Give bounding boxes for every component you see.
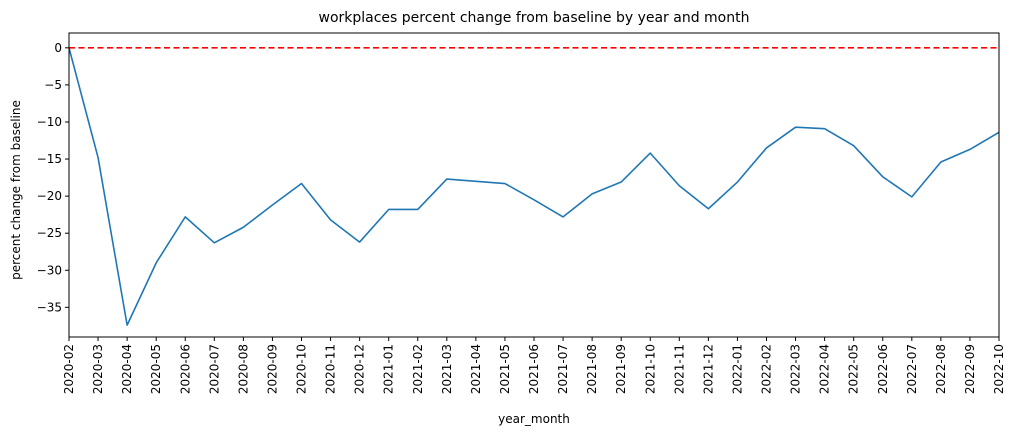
y-tick-label: −25 bbox=[37, 226, 62, 240]
x-tick-label: 2020-04 bbox=[120, 344, 134, 394]
chart-title: workplaces percent change from baseline … bbox=[319, 10, 750, 26]
y-tick-label: −20 bbox=[37, 189, 62, 203]
x-tick-label: 2022-01 bbox=[730, 344, 744, 394]
y-axis-label: percent change from baseline bbox=[9, 100, 23, 280]
x-tick-label: 2020-02 bbox=[62, 344, 76, 394]
x-tick-label: 2020-11 bbox=[324, 344, 338, 394]
x-tick-label: 2021-03 bbox=[440, 344, 454, 394]
axes: 0 −5 −10 −15 −20 −25 −30 −35 2020-02 2020-03 2020-… bbox=[37, 32, 1006, 394]
x-tick-label: 2021-04 bbox=[469, 344, 483, 394]
x-tick-label: 2022-10 bbox=[992, 344, 1006, 394]
x-tick-label: 2021-08 bbox=[585, 344, 599, 394]
y-tick-label: −15 bbox=[37, 152, 62, 166]
x-tick-label: 2022-03 bbox=[789, 344, 803, 394]
x-tick-label: 2020-08 bbox=[236, 344, 250, 394]
plot-frame bbox=[68, 32, 1000, 338]
x-tick-label: 2022-07 bbox=[905, 344, 919, 394]
x-tick-label: 2022-02 bbox=[760, 344, 774, 394]
x-tick-label: 2021-11 bbox=[672, 344, 686, 394]
x-tick-label: 2020-07 bbox=[207, 344, 221, 394]
y-tick-label: −30 bbox=[37, 263, 62, 277]
x-axis-label: year_month bbox=[498, 412, 570, 426]
x-tick-label: 2021-06 bbox=[527, 344, 541, 394]
x-tick-label: 2022-09 bbox=[963, 344, 977, 394]
x-tick-label: 2022-04 bbox=[818, 344, 832, 394]
x-tick-label: 2020-05 bbox=[149, 344, 163, 394]
plot-area bbox=[69, 47, 999, 326]
x-tick-label: 2020-12 bbox=[353, 344, 367, 394]
plot-content bbox=[69, 47, 999, 326]
x-tick-label: 2021-02 bbox=[411, 344, 425, 394]
x-tick-label: 2020-10 bbox=[295, 344, 309, 394]
x-tick-label: 2021-01 bbox=[382, 344, 396, 394]
x-tick-label: 2020-09 bbox=[265, 344, 279, 394]
y-tick-label: −5 bbox=[44, 78, 62, 92]
x-tick-label: 2022-06 bbox=[876, 344, 890, 394]
x-tick-label: 2020-03 bbox=[91, 344, 105, 394]
x-tick-label: 2022-08 bbox=[934, 344, 948, 394]
y-tick-label: 0 bbox=[54, 41, 62, 55]
x-tick-label: 2020-06 bbox=[178, 344, 192, 394]
series-line-0 bbox=[69, 47, 999, 326]
x-tick-label: 2022-05 bbox=[847, 344, 861, 394]
y-tick-label: −10 bbox=[37, 115, 62, 129]
x-tick-label: 2021-07 bbox=[556, 344, 570, 394]
x-tick-label: 2021-12 bbox=[701, 344, 715, 394]
x-tick-label: 2021-09 bbox=[614, 344, 628, 394]
x-tick-label: 2021-05 bbox=[498, 344, 512, 394]
x-tick-label: 2021-10 bbox=[643, 344, 657, 394]
y-tick-label: −35 bbox=[37, 300, 62, 314]
